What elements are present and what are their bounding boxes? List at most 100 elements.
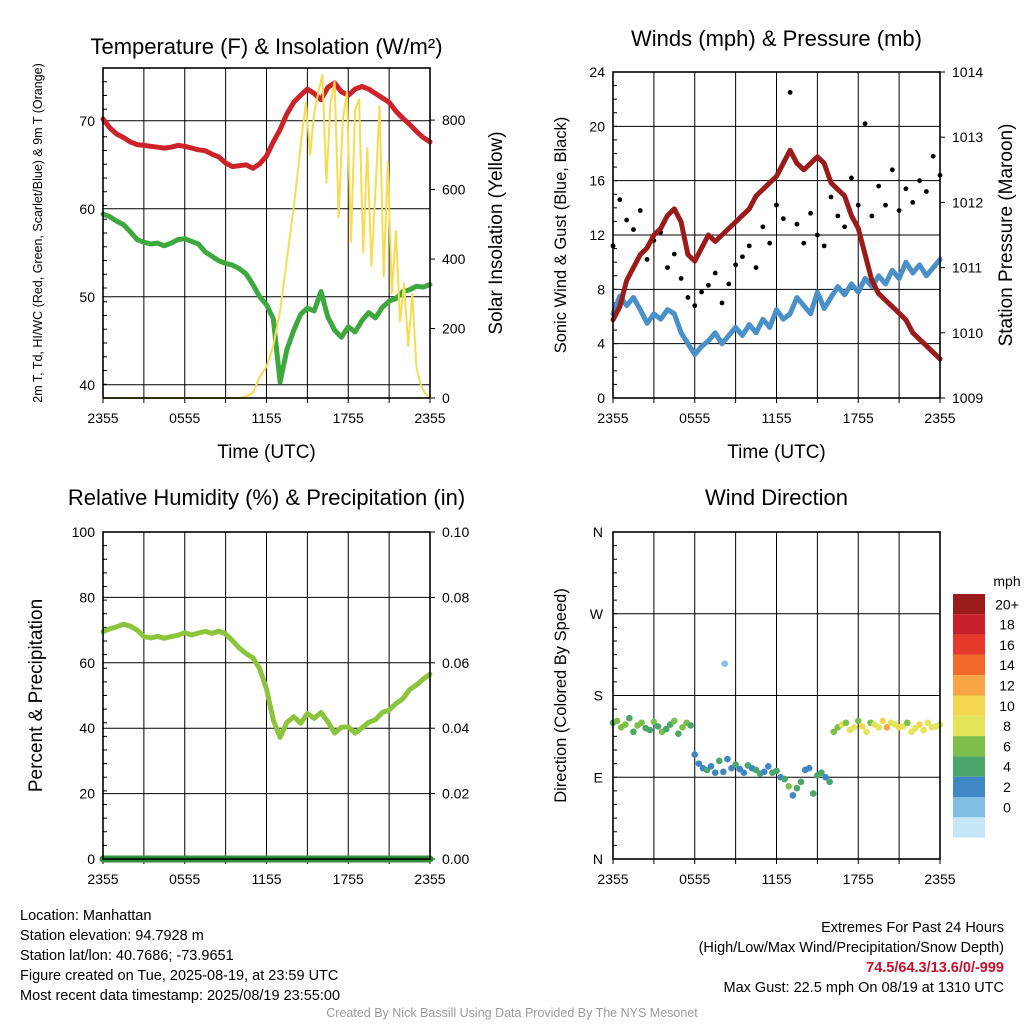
gust-point xyxy=(712,270,718,276)
gust-point xyxy=(740,254,745,260)
colorbar-cell xyxy=(953,614,985,635)
station-info: Location: Manhattan Station elevation: 9… xyxy=(20,906,340,1006)
gust-point xyxy=(617,197,623,203)
direction-point xyxy=(822,773,829,781)
y2-tick-label: 400 xyxy=(442,251,466,267)
gust-point xyxy=(787,89,793,95)
colorbar-label: 20+ xyxy=(995,596,1019,612)
chart-title: Relative Humidity (%) & Precipitation (i… xyxy=(68,485,465,510)
colorbar-cell xyxy=(953,756,985,777)
direction-point xyxy=(695,760,703,767)
x-tick-label: 0555 xyxy=(169,871,200,887)
gust-point xyxy=(910,200,916,205)
y-tick-label: 40 xyxy=(79,720,95,736)
y2-tick-label: 600 xyxy=(442,182,466,198)
y-axis-label: 2m T, Td, HI/WC (Red, Green, Scarlet/Blu… xyxy=(31,63,45,402)
direction-point xyxy=(904,719,911,727)
gust-point xyxy=(644,257,650,262)
direction-point xyxy=(818,769,825,777)
direction-point xyxy=(646,726,654,734)
elevation-text: Station elevation: 94.7928 m xyxy=(20,928,204,944)
x-tick-label: 0555 xyxy=(679,410,710,426)
y-tick-label: 0 xyxy=(597,390,605,406)
direction-point xyxy=(671,717,678,725)
y2-axis-label: Station Pressure (Maroon) xyxy=(996,124,1017,347)
direction-point xyxy=(859,723,866,730)
direction-point xyxy=(662,725,670,733)
plot-frame xyxy=(102,531,431,860)
credit-text: Created By Nick Bassill Using Data Provi… xyxy=(326,1006,698,1020)
direction-point xyxy=(773,767,780,775)
direction-point xyxy=(687,722,694,729)
y-tick-label: 8 xyxy=(597,281,605,297)
x-tick-label: 2355 xyxy=(87,871,118,887)
series-line-dewpoint xyxy=(100,211,433,385)
gust-point xyxy=(917,178,922,184)
y2-tick-label: 0.00 xyxy=(442,851,469,867)
x-tick-label: 2355 xyxy=(414,871,445,887)
direction-point xyxy=(626,714,633,722)
x-tick-label: 1155 xyxy=(761,871,791,887)
colorbar-label: 18 xyxy=(999,617,1015,633)
y2-tick-label: 1009 xyxy=(952,390,983,406)
direction-point xyxy=(920,726,927,734)
colorbar-cell xyxy=(953,675,985,696)
plot-frame xyxy=(612,531,941,860)
x-tick-label: 1155 xyxy=(251,871,281,887)
y-tick-label: 24 xyxy=(589,64,605,80)
gust-point xyxy=(876,183,882,189)
gust-point xyxy=(665,265,670,270)
gust-point xyxy=(896,208,902,213)
gust-point xyxy=(849,175,854,181)
direction-point xyxy=(850,723,858,731)
series-line-wind_sonic xyxy=(610,257,943,357)
extremes-info: Extremes For Past 24 Hours (High/Low/Max… xyxy=(699,918,1004,998)
y-axis-label: Sonic Wind & Gust (Blue, Black) xyxy=(552,117,570,354)
y-tick-label: 100 xyxy=(72,524,96,540)
chart-title: Winds (mph) & Pressure (mb) xyxy=(631,26,922,51)
direction-point xyxy=(732,761,739,768)
colorbar-title: mph xyxy=(993,573,1020,589)
y-tick-label: 16 xyxy=(589,173,605,189)
gust-point xyxy=(671,251,677,257)
direction-point xyxy=(691,751,699,758)
colorbar-cell xyxy=(953,654,985,676)
y-axis-label: Percent & Precipitation xyxy=(26,599,47,792)
x-tick-label: 1755 xyxy=(333,871,364,887)
gust-point xyxy=(930,153,936,159)
extremes-title: Extremes For Past 24 Hours xyxy=(821,920,1004,936)
y-tick-label: 4 xyxy=(597,336,605,352)
colorbar-cell xyxy=(953,634,985,655)
colorbar-cell xyxy=(953,776,985,797)
y-axis-label: Direction (Colored By Speed) xyxy=(552,588,570,803)
gust-point xyxy=(692,303,698,309)
y-tick-label: N xyxy=(593,524,603,540)
direction-point xyxy=(765,763,772,770)
plot-frame xyxy=(102,67,431,399)
direction-point xyxy=(797,778,805,786)
gust-point xyxy=(842,224,848,230)
direction-point xyxy=(679,723,686,731)
panel-3: Relative Humidity (%) & Precipitation (i… xyxy=(26,485,469,887)
direction-point xyxy=(781,775,788,783)
direction-point xyxy=(789,792,797,799)
direction-point xyxy=(613,717,621,725)
gust-point xyxy=(855,202,861,208)
y-tick-label: 20 xyxy=(589,118,605,134)
direction-point xyxy=(707,763,715,770)
colorbar-label: 0 xyxy=(1003,799,1011,815)
recent-data-text: Most recent data timestamp: 2025/08/19 2… xyxy=(20,988,341,1004)
y2-tick-label: 1012 xyxy=(952,194,983,210)
y-tick-label: 60 xyxy=(79,201,95,217)
direction-point xyxy=(842,719,850,727)
direction-point xyxy=(638,719,645,727)
y-tick-label: 0 xyxy=(87,851,95,867)
direction-point xyxy=(793,784,801,792)
direction-point xyxy=(826,778,833,786)
direction-point xyxy=(720,768,727,776)
x-tick-label: 2355 xyxy=(597,871,628,887)
extremes-values: 74.5/64.3/13.6/0/-999 xyxy=(866,960,1004,976)
y2-tick-label: 0.10 xyxy=(442,524,469,540)
gust-point xyxy=(685,295,691,300)
colorbar-cell xyxy=(953,817,985,838)
